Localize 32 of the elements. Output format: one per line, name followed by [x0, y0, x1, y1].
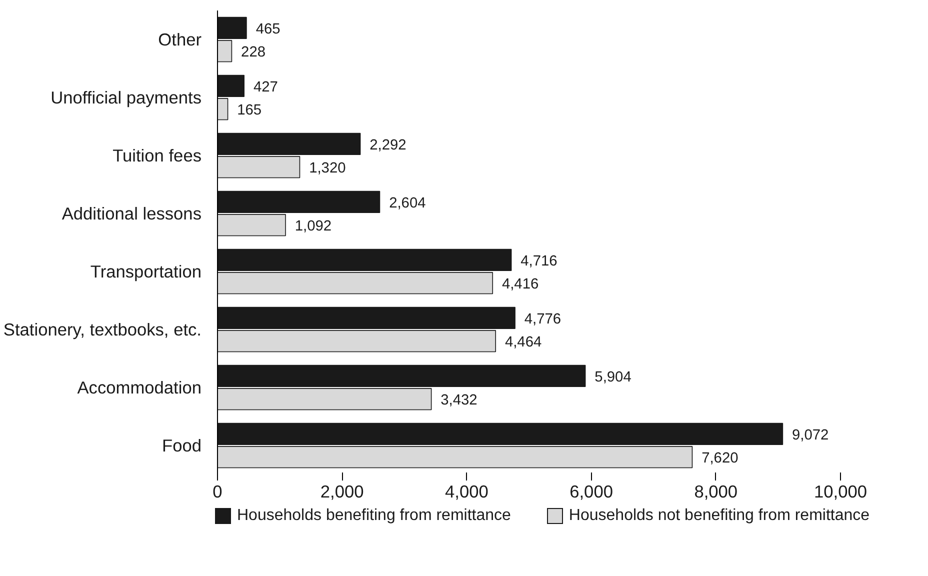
data-label: 4,416 [502, 276, 539, 293]
data-label: 1,092 [294, 218, 332, 235]
data-label: 465 [256, 21, 280, 38]
y-tick-label: Transportation [90, 262, 202, 282]
data-label: 427 [253, 79, 278, 96]
data-label: 5,904 [594, 369, 632, 386]
x-tick-label: 4,000 [445, 482, 488, 502]
y-tick-label: Tuition fees [112, 146, 202, 166]
data-label: 4,716 [520, 253, 558, 270]
data-label: 9,072 [792, 427, 829, 444]
x-tick-label: 10,000 [814, 482, 867, 502]
y-tick-label: Additional lessons [62, 204, 202, 224]
data-label: 165 [237, 102, 262, 119]
data-label: 3,432 [440, 392, 478, 409]
data-label: 4,776 [524, 311, 562, 328]
x-tick-label: 2,000 [320, 482, 364, 502]
data-label: 1,320 [309, 160, 346, 177]
y-tick-label: Other [158, 30, 202, 50]
data-label: 7,620 [702, 450, 738, 467]
data-label: 2,292 [370, 137, 406, 154]
x-tick-label: 8,000 [694, 482, 738, 502]
y-tick-label: Food [162, 436, 202, 456]
data-label: 2,604 [389, 195, 426, 212]
data-label: 228 [241, 44, 266, 61]
y-tick-label: Unofficial payments [50, 88, 202, 108]
y-tick-label: Stationery, textbooks, etc. [3, 320, 202, 340]
x-tick-label: 6,000 [570, 482, 613, 502]
legend-label: Households not benefiting from remittance [568, 506, 870, 526]
data-label: 4,464 [504, 334, 542, 351]
legend-label: Households benefiting from remittance [237, 506, 511, 526]
y-tick-label: Accommodation [77, 378, 202, 398]
x-tick-label: 0 [212, 482, 222, 502]
